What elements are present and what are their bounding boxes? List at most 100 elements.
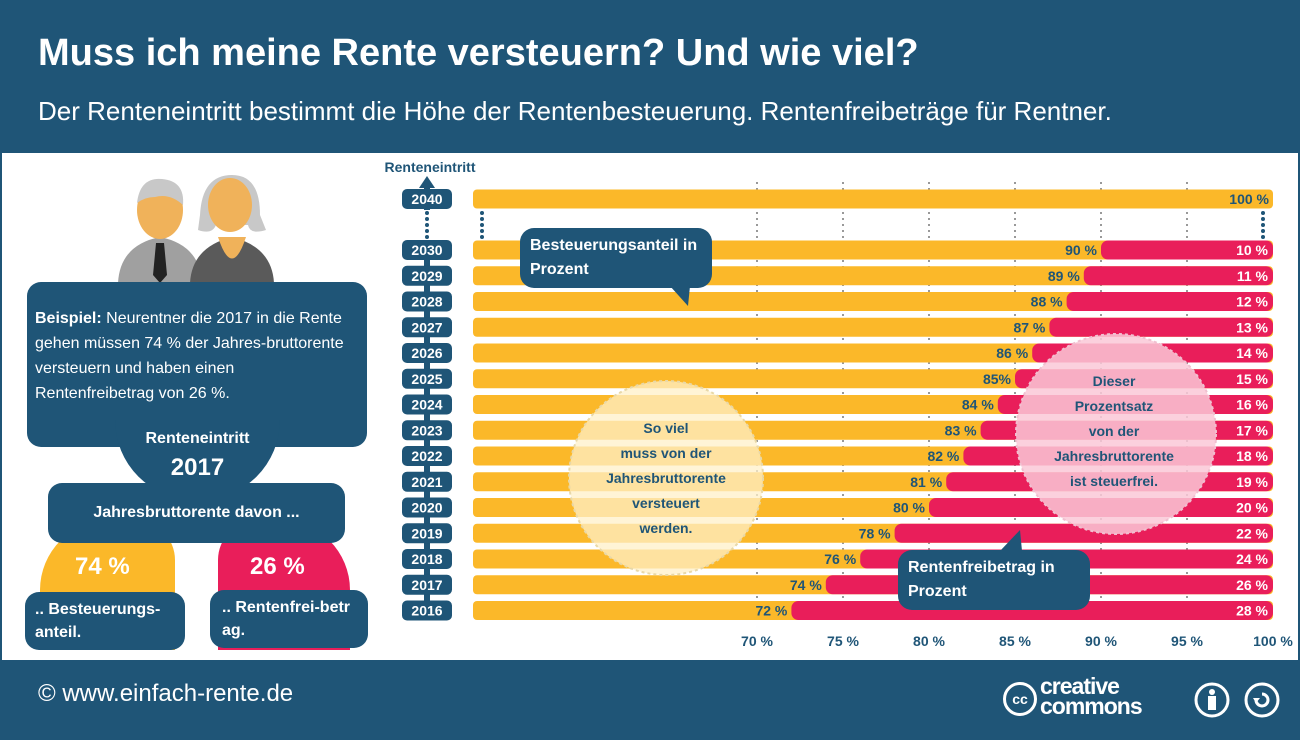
example-bold: Beispiel: — [35, 310, 102, 327]
share-alike-icon — [1244, 682, 1280, 718]
bar-free-value: 17 % — [1236, 422, 1268, 438]
page-subtitle: Der Renteneintritt bestimmt die Höhe der… — [38, 96, 1112, 126]
x-tick-label: 100 % — [1253, 633, 1293, 649]
bar-taxed-value: 80 % — [893, 500, 925, 516]
year-label: 2017 — [411, 577, 442, 593]
ellipsis-dot — [425, 235, 429, 239]
ellipsis-dot — [1261, 223, 1265, 227]
y-axis-arrow — [419, 176, 435, 188]
example-bubble: Beispiel: Neurentner die 2017 in die Ren… — [27, 282, 367, 447]
bar-free-value: 10 % — [1236, 242, 1268, 258]
year-label-box — [402, 240, 452, 260]
bar-taxed-value: 86 % — [996, 345, 1028, 361]
bar-taxed-value: 89 % — [1048, 268, 1080, 284]
ellipsis-dot — [1261, 229, 1265, 233]
bar-free-value: 14 % — [1236, 345, 1268, 361]
circle-taxed-text: muss von der — [620, 445, 712, 461]
circle-free-text: ist steuerfrei. — [1070, 473, 1158, 489]
bar-taxed-value: 100 % — [1229, 191, 1269, 207]
year-label-box — [402, 189, 452, 209]
year-label: 2027 — [411, 319, 442, 335]
bar-free — [1066, 292, 1273, 311]
bar-free-value: 18 % — [1236, 448, 1268, 464]
bar-taxed-value: 76 % — [824, 551, 856, 567]
circle-taxed — [568, 380, 764, 576]
footer-url[interactable]: © www.einfach-rente.de — [38, 680, 294, 707]
bar-free — [1049, 317, 1273, 337]
page-title: Muss ich meine Rente versteuern? Und wie… — [38, 32, 919, 74]
cc-line1: creative — [1040, 673, 1120, 699]
bar-free-value: 15 % — [1236, 371, 1268, 387]
x-tick-label: 80 % — [913, 633, 945, 649]
cc-line2: commons — [1040, 693, 1143, 719]
year-label-box — [402, 471, 452, 492]
year-label-box — [402, 574, 452, 595]
callout-taxed-tail — [670, 286, 690, 306]
bar-free — [894, 523, 1273, 543]
taxed-label-box: .. Besteuerungs-anteil. — [25, 592, 185, 650]
x-tick-label: 75 % — [827, 633, 859, 649]
year-label: 2028 — [411, 294, 442, 310]
year-label: 2020 — [411, 500, 442, 516]
year-label: 2016 — [411, 603, 442, 619]
year-label: 2018 — [411, 551, 442, 567]
ellipsis-dot — [480, 229, 484, 233]
year-label-box — [402, 523, 452, 544]
callout-free-tail — [1000, 530, 1022, 551]
callout-taxed: Besteuerungsanteil in Prozent — [520, 228, 712, 288]
year-label: 2030 — [411, 242, 442, 258]
year-label-box — [402, 317, 452, 338]
ellipsis-dot — [480, 223, 484, 227]
circle-free-text: Prozentsatz — [1075, 398, 1154, 414]
bar-free-value: 22 % — [1236, 525, 1268, 541]
ellipsis-dot — [425, 217, 429, 221]
bar-free-value: 26 % — [1236, 577, 1268, 593]
bar-free-value: 11 % — [1237, 268, 1269, 284]
taxed-pct: 74 % — [75, 553, 130, 580]
year-label-box — [402, 343, 452, 363]
bar-taxed — [473, 189, 1273, 209]
free-label-box: .. Rentenfrei-betrag. — [210, 590, 368, 648]
x-tick-label: 90 % — [1085, 633, 1117, 649]
bar-free-value: 12 % — [1236, 294, 1268, 310]
bar-taxed-value: 85% — [983, 371, 1012, 387]
circle-taxed-text: versteuert — [632, 495, 700, 511]
bar-taxed-value: 83 % — [945, 422, 977, 438]
year-label: 2025 — [411, 371, 442, 387]
ellipsis-dot — [480, 217, 484, 221]
bar-free-value: 20 % — [1236, 500, 1268, 516]
circle-taxed-text: Jahresbruttorente — [606, 470, 726, 486]
year-label-box — [402, 368, 452, 389]
x-tick-label: 70 % — [741, 633, 773, 649]
circle-taxed-text: So viel — [643, 420, 688, 436]
example-text: Neurentner die 2017 in die Rente gehen m… — [35, 310, 344, 402]
ellipsis-dot — [425, 211, 429, 215]
ellipsis-dot — [425, 223, 429, 227]
free-pct: 26 % — [250, 553, 305, 580]
year-label-box — [402, 446, 452, 466]
year-label-box — [402, 549, 452, 569]
bar-taxed-value: 90 % — [1065, 242, 1097, 258]
ellipsis-dot — [1261, 235, 1265, 239]
bar-free-value: 16 % — [1236, 397, 1268, 413]
davon-box: Jahresbruttorente davon ... — [48, 483, 345, 543]
year-label: 2021 — [411, 474, 442, 490]
bar-free-value: 19 % — [1236, 474, 1268, 490]
year-label: 2019 — [411, 525, 442, 541]
circle-taxed-text: werden. — [639, 520, 693, 536]
year-label-box — [402, 600, 452, 621]
year-label-box — [402, 291, 452, 312]
bar-taxed-value: 72 % — [755, 603, 787, 619]
bar-taxed-value: 87 % — [1013, 319, 1045, 335]
year-label-box — [402, 497, 452, 518]
x-tick-label: 85 % — [999, 633, 1031, 649]
bar-taxed-value: 82 % — [927, 448, 959, 464]
year-label: 2022 — [411, 448, 442, 464]
year-label-box — [402, 394, 452, 415]
pensioners-illustration — [118, 175, 274, 283]
ellipsis-dot — [480, 211, 484, 215]
year-label: 2024 — [411, 397, 442, 413]
ellipsis-dot — [425, 229, 429, 233]
ellipsis-dot — [480, 235, 484, 239]
bar-taxed-value: 78 % — [859, 525, 891, 541]
